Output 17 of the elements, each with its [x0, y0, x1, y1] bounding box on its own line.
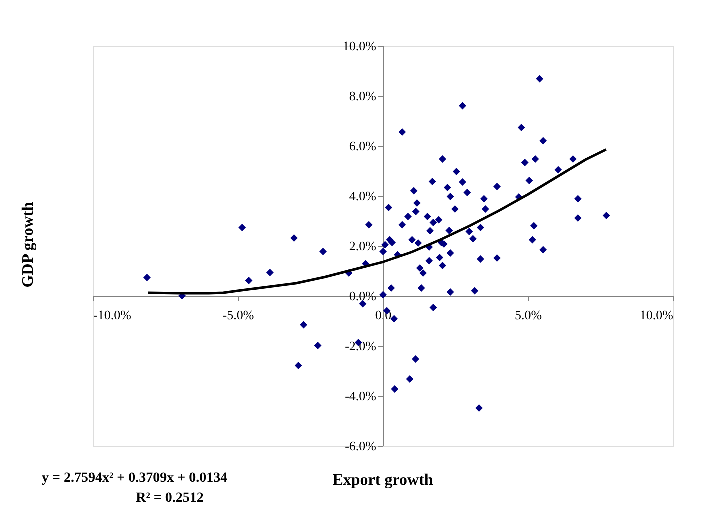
- y-tick-label: -6.0%: [345, 438, 377, 454]
- x-tick-label: -10.0%: [94, 308, 132, 322]
- y-tick-label: 8.0%: [349, 88, 377, 104]
- y-tick-label: -2.0%: [345, 338, 377, 354]
- x-axis-title: Export growth: [332, 472, 434, 489]
- y-tick-label: 2.0%: [349, 238, 377, 254]
- y-axis-title: GDP growth: [20, 202, 37, 288]
- text: R² = 0.2512: [136, 491, 204, 506]
- y-tick-label: 0.0%: [349, 288, 377, 304]
- y-tick-label: 10.0%: [342, 38, 377, 54]
- y-tick-label: 6.0%: [349, 138, 377, 154]
- x-tick-label: 10.0%: [640, 308, 674, 322]
- y-tick-label: 4.0%: [349, 188, 377, 204]
- text: y = 2.7594x² + 0.3709x + 0.0134: [42, 471, 228, 486]
- x-tick-label: -5.0%: [222, 308, 254, 322]
- y-tick-label: -4.0%: [345, 388, 377, 404]
- x-tick-label: 5.0%: [514, 308, 542, 322]
